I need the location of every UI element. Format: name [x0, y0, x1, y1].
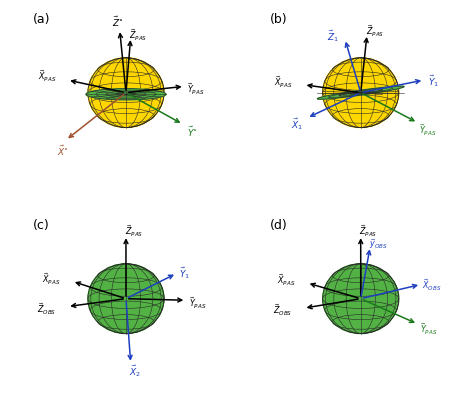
Text: $\vec{X}_{OBS}$: $\vec{X}_{OBS}$ [422, 277, 442, 292]
Text: $\vec{X}^{\circ}$: $\vec{X}^{\circ}$ [57, 143, 68, 158]
Text: $\vec{Y}_1$: $\vec{Y}_1$ [179, 264, 190, 280]
Text: (d): (d) [270, 218, 288, 231]
Text: $\vec{Y}_{PAS}$: $\vec{Y}_{PAS}$ [420, 321, 438, 336]
Text: $\vec{X}_1$: $\vec{X}_1$ [292, 115, 304, 131]
Text: $\vec{X}_{PAS}$: $\vec{X}_{PAS}$ [43, 271, 61, 286]
Text: (b): (b) [270, 13, 288, 26]
Text: $\vec{X}_2$: $\vec{X}_2$ [129, 362, 142, 378]
Text: $\vec{Z}_{PAS}$: $\vec{Z}_{PAS}$ [359, 223, 378, 239]
Text: $\vec{Z}_1$: $\vec{Z}_1$ [327, 29, 338, 44]
Text: $\vec{y}_{OBS}$: $\vec{y}_{OBS}$ [369, 237, 387, 251]
Text: $\vec{Z}_{PAS}$: $\vec{Z}_{PAS}$ [129, 27, 148, 43]
Text: $\vec{X}_{PAS}$: $\vec{X}_{PAS}$ [277, 272, 296, 288]
Text: $\vec{Z}_{OBS}$: $\vec{Z}_{OBS}$ [37, 301, 56, 316]
Text: (a): (a) [32, 13, 50, 26]
Text: (c): (c) [32, 218, 49, 231]
Ellipse shape [323, 264, 399, 334]
Ellipse shape [88, 264, 164, 334]
Text: $\vec{Z}_{PAS}$: $\vec{Z}_{PAS}$ [366, 24, 384, 39]
Text: $\vec{Y}_{PAS}$: $\vec{Y}_{PAS}$ [189, 294, 206, 310]
Ellipse shape [318, 87, 404, 100]
Text: $\vec{X}_{PAS}$: $\vec{X}_{PAS}$ [274, 75, 292, 90]
Text: $\vec{Z}_{OBS}$: $\vec{Z}_{OBS}$ [273, 302, 292, 318]
Text: $\vec{Y}_{PAS}$: $\vec{Y}_{PAS}$ [187, 81, 204, 96]
Text: $\vec{Y}_1$: $\vec{Y}_1$ [428, 73, 439, 89]
Text: $\vec{Y}_{PAS}$: $\vec{Y}_{PAS}$ [419, 122, 436, 138]
Ellipse shape [88, 59, 164, 128]
Ellipse shape [323, 59, 399, 128]
Text: $\vec{Z}_{PAS}$: $\vec{Z}_{PAS}$ [125, 223, 143, 239]
Ellipse shape [86, 89, 166, 101]
Text: $\vec{X}_{PAS}$: $\vec{X}_{PAS}$ [38, 69, 56, 84]
Text: $\vec{Y}^{\circ}$: $\vec{Y}^{\circ}$ [187, 124, 198, 138]
Text: $\vec{Z}^{\circ}$: $\vec{Z}^{\circ}$ [112, 15, 124, 29]
